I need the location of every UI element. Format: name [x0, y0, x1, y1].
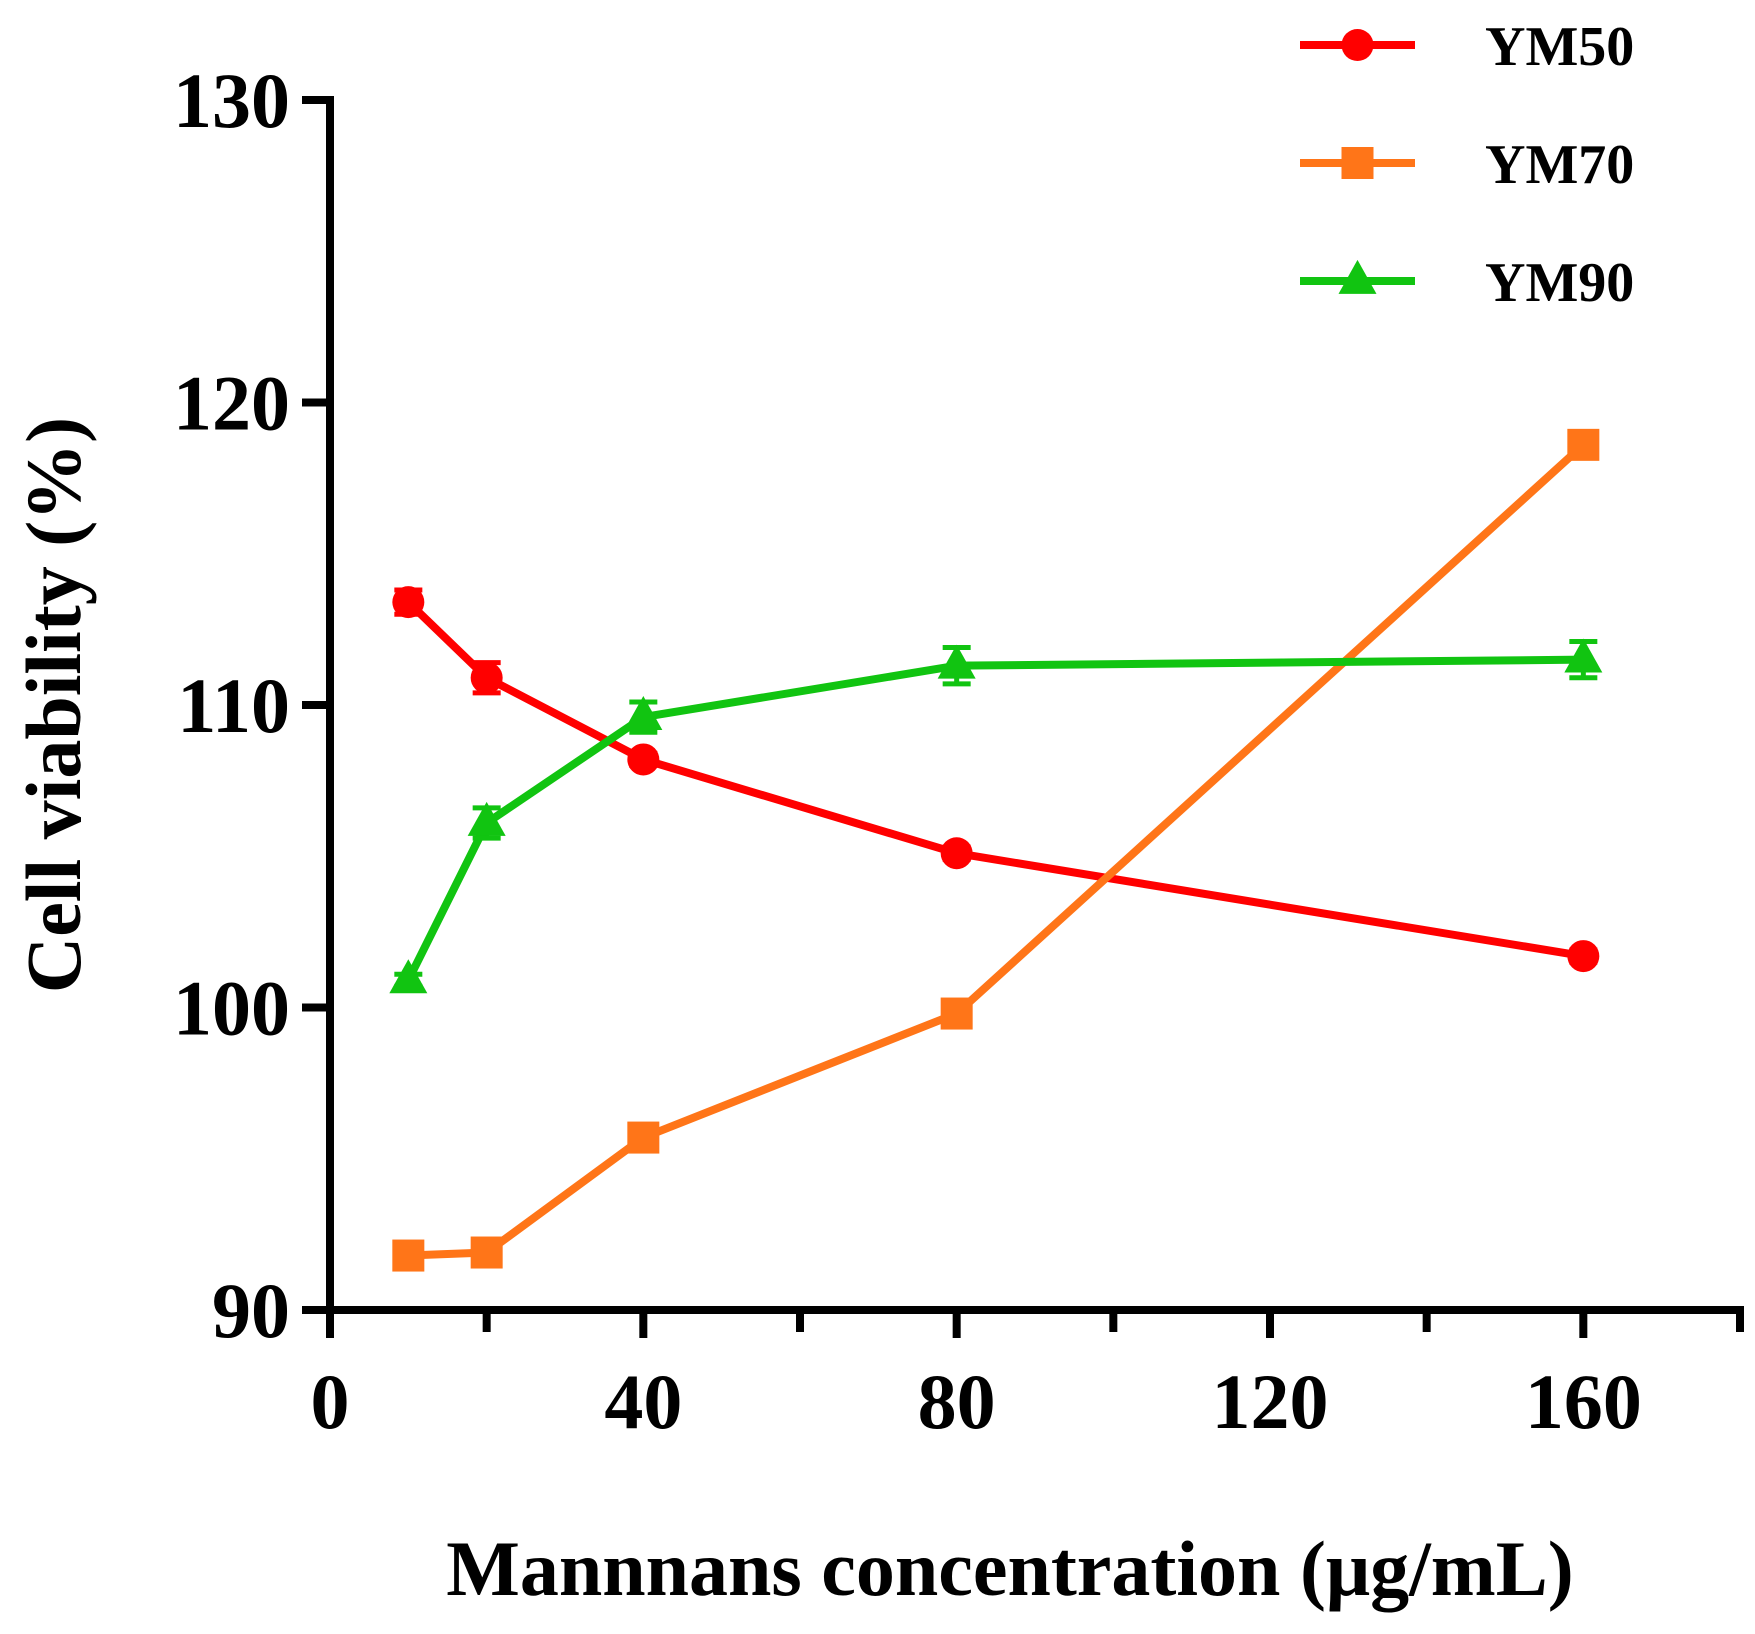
x-axis-title: Mannnans concentration (μg/mL) — [446, 1525, 1574, 1612]
y-axis-title: Cell viability (%) — [10, 417, 97, 993]
legend-marker-ym90 — [1338, 259, 1377, 294]
y-axis-ticks: 90 100 110 120 130 — [173, 57, 330, 1354]
data-point-ym70 — [392, 1239, 425, 1272]
data-point-ym90 — [624, 696, 663, 731]
axes: 90 100 110 120 130 0 40 80 120 160 — [173, 57, 1744, 1445]
x-tick-label: 160 — [1525, 1358, 1642, 1445]
data-point-ym90 — [467, 801, 506, 836]
data-point-ym70 — [627, 1121, 660, 1154]
data-point-ym70 — [940, 997, 973, 1030]
x-tick-label: 40 — [604, 1358, 682, 1445]
legend-marker-ym50 — [1341, 29, 1374, 61]
legend: YM50 YM70 YM90 — [1300, 16, 1634, 314]
y-tick-label: 90 — [212, 1267, 290, 1354]
data-point-ym50 — [627, 743, 660, 776]
series-line-ym70 — [408, 441, 1587, 1260]
x-tick-label: 80 — [918, 1358, 996, 1445]
data-point-ym70 — [1567, 428, 1600, 461]
data-point-ym90 — [1564, 638, 1603, 673]
series-ym70 — [392, 428, 1600, 1272]
series-line-ym50 — [405, 599, 1584, 961]
data-point-ym50 — [940, 837, 973, 870]
legend-label-ym50: YM50 — [1485, 16, 1634, 78]
legend-item-ym70: YM70 — [1300, 134, 1634, 196]
x-tick-label: 0 — [311, 1358, 350, 1445]
y-tick-label: 110 — [177, 662, 290, 749]
data-point-ym70 — [470, 1236, 503, 1269]
legend-item-ym50: YM50 — [1300, 16, 1634, 78]
data-point-ym50 — [392, 586, 425, 619]
data-point-ym50 — [470, 661, 503, 694]
series-ym90 — [389, 638, 1603, 994]
x-tick-label: 120 — [1212, 1358, 1329, 1445]
legend-marker-ym70 — [1341, 147, 1374, 179]
legend-label-ym70: YM70 — [1485, 134, 1634, 196]
data-point-ym90 — [937, 644, 976, 679]
legend-item-ym90: YM90 — [1300, 252, 1634, 314]
y-tick-label: 120 — [173, 360, 290, 447]
y-tick-label: 100 — [173, 965, 290, 1052]
legend-label-ym90: YM90 — [1485, 252, 1634, 314]
plot-area — [389, 428, 1603, 1272]
data-point-ym50 — [1567, 940, 1600, 973]
series-ym50 — [392, 586, 1600, 973]
x-axis-ticks: 0 40 80 120 160 — [311, 1310, 1744, 1445]
y-tick-label: 130 — [173, 57, 290, 144]
series-line-ym90 — [404, 655, 1584, 983]
data-point-ym90 — [389, 959, 428, 994]
